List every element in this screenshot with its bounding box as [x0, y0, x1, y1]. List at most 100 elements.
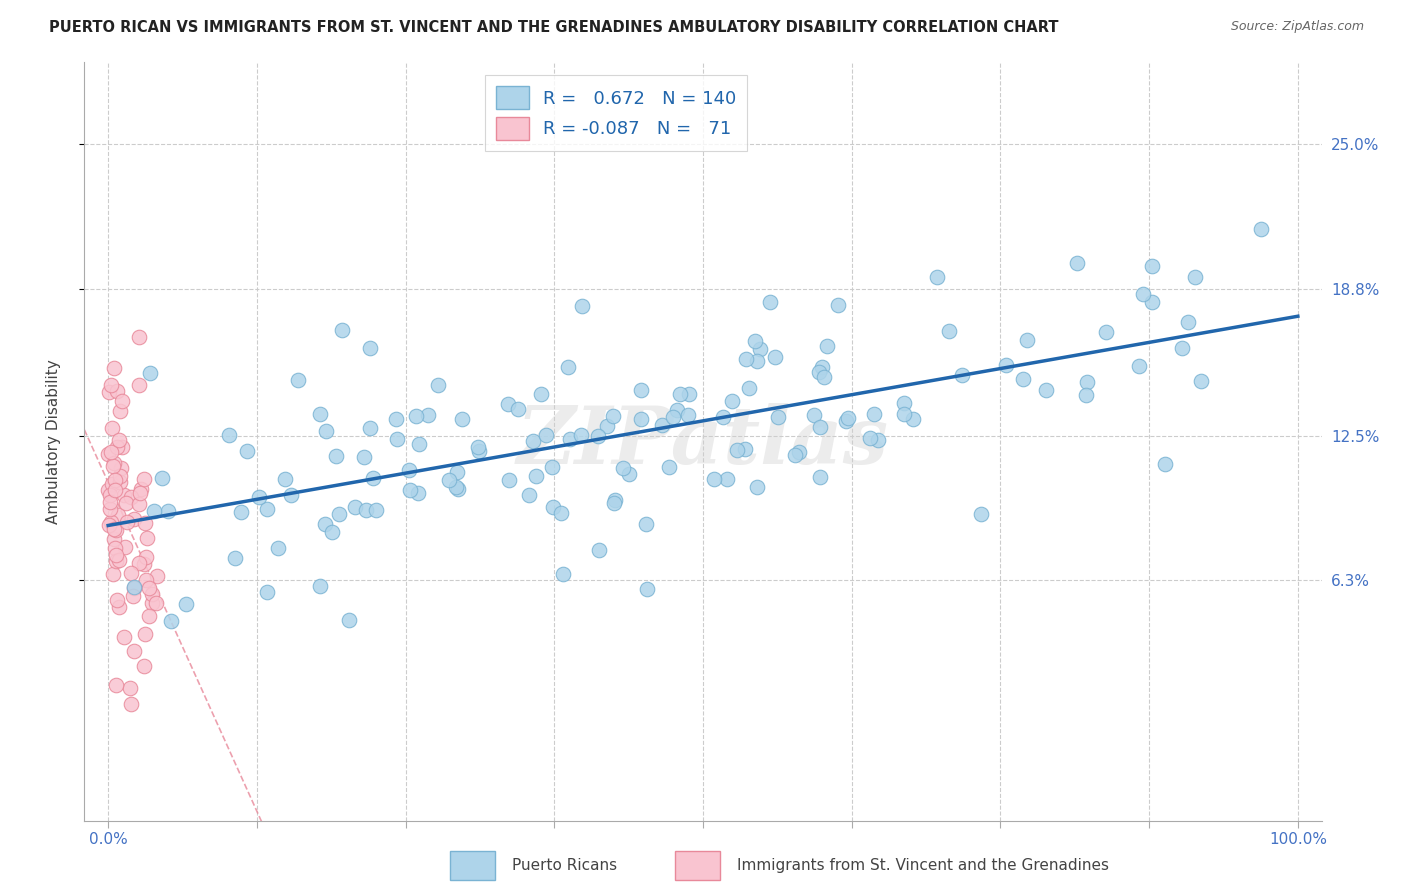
Point — [122, 581, 145, 595]
Point — [115, 495, 138, 509]
Point — [426, 377, 449, 392]
Point — [105, 384, 128, 398]
Point — [636, 517, 658, 532]
Point — [98, 488, 121, 502]
Point — [315, 425, 337, 439]
Point — [105, 549, 128, 563]
Point — [97, 447, 120, 461]
Point — [416, 408, 439, 422]
Text: Source: ZipAtlas.com: Source: ZipAtlas.com — [1230, 20, 1364, 33]
Point — [128, 329, 150, 343]
Point — [384, 411, 406, 425]
Y-axis label: Ambulatory Disability: Ambulatory Disability — [46, 359, 60, 524]
Point — [1154, 457, 1177, 471]
Point — [612, 461, 634, 475]
Point — [332, 323, 354, 337]
Point — [135, 549, 157, 564]
Point — [571, 299, 593, 313]
FancyBboxPatch shape — [675, 851, 720, 880]
Point — [98, 501, 121, 516]
Point — [256, 502, 278, 516]
Point — [128, 556, 150, 570]
Legend: R =   0.672   N = 140, R = -0.087   N =   71: R = 0.672 N = 140, R = -0.087 N = 71 — [485, 75, 748, 151]
Point — [560, 432, 582, 446]
Point — [893, 396, 915, 410]
Point — [108, 553, 131, 567]
Point — [803, 408, 825, 422]
Point — [104, 541, 127, 556]
Point — [359, 421, 381, 435]
Point — [103, 360, 125, 375]
Point — [588, 543, 610, 558]
Point — [134, 557, 156, 571]
Point — [103, 483, 125, 497]
Point — [134, 516, 156, 530]
Point — [744, 334, 766, 349]
Point — [725, 442, 748, 457]
Point — [115, 515, 138, 529]
Point — [105, 678, 128, 692]
Point — [617, 467, 640, 481]
Point — [734, 352, 756, 367]
Point — [122, 589, 145, 603]
Point — [325, 449, 347, 463]
Point — [711, 410, 734, 425]
Point — [541, 500, 564, 514]
Point — [108, 599, 131, 614]
Point — [314, 516, 336, 531]
Point — [630, 383, 652, 397]
Point — [807, 365, 830, 379]
Point — [666, 403, 689, 417]
Point — [108, 404, 131, 418]
Point — [122, 580, 145, 594]
Point — [835, 414, 858, 428]
Point — [122, 644, 145, 658]
Point — [551, 566, 574, 581]
Point — [247, 490, 270, 504]
Point — [103, 458, 125, 473]
Point — [748, 342, 770, 356]
Point — [321, 524, 343, 539]
Point — [676, 408, 699, 422]
Point — [363, 471, 385, 485]
Point — [1189, 374, 1212, 388]
Text: PUERTO RICAN VS IMMIGRANTS FROM ST. VINCENT AND THE GRENADINES AMBULATORY DISABI: PUERTO RICAN VS IMMIGRANTS FROM ST. VINC… — [49, 20, 1059, 35]
Point — [398, 483, 420, 497]
Point — [1177, 315, 1199, 329]
Point — [111, 393, 134, 408]
Point — [1250, 222, 1272, 236]
Point — [100, 444, 122, 458]
Point — [815, 339, 838, 353]
Text: ZIPatlas: ZIPatlas — [517, 403, 889, 480]
Point — [405, 409, 427, 423]
Point — [995, 358, 1018, 372]
Point — [112, 488, 135, 502]
Point — [157, 504, 180, 518]
Point — [354, 503, 377, 517]
Point — [145, 596, 167, 610]
Point — [1184, 270, 1206, 285]
Point — [103, 533, 125, 547]
Point — [603, 496, 626, 510]
Point — [308, 407, 330, 421]
Point — [524, 469, 547, 483]
Point — [141, 595, 163, 609]
Point — [447, 483, 470, 497]
Point — [224, 551, 246, 566]
Point — [630, 412, 652, 426]
Point — [1094, 326, 1116, 340]
Point — [550, 506, 572, 520]
Point — [557, 360, 579, 375]
Point — [534, 428, 557, 442]
Point — [100, 378, 122, 392]
Point — [103, 522, 125, 536]
Point — [118, 681, 141, 695]
Point — [160, 614, 183, 628]
Point — [901, 412, 924, 426]
Point — [517, 488, 540, 502]
Point — [280, 488, 302, 502]
Point — [408, 485, 430, 500]
Point — [498, 473, 520, 487]
Point — [174, 597, 197, 611]
Point — [1140, 295, 1163, 310]
